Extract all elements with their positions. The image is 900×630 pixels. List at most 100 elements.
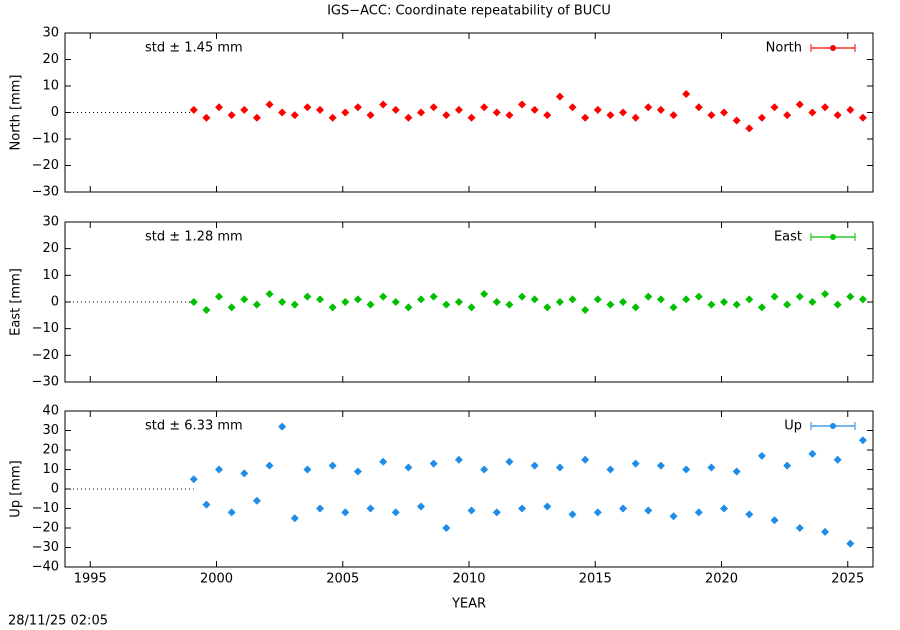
data-point	[227, 508, 236, 517]
data-point	[795, 524, 804, 532]
data-point	[366, 300, 375, 309]
legend-marker	[830, 234, 836, 240]
data-point	[278, 422, 287, 431]
data-point	[757, 303, 766, 312]
data-point	[480, 103, 489, 112]
data-point	[821, 103, 830, 112]
data-point	[429, 459, 438, 468]
data-point	[391, 298, 400, 306]
data-point	[227, 303, 236, 312]
data-point	[492, 508, 501, 517]
data-point	[555, 463, 564, 472]
data-point	[505, 111, 514, 120]
data-point	[467, 113, 476, 122]
data-point	[240, 295, 249, 304]
data-point	[757, 113, 766, 122]
x-tick-label: 2020	[705, 572, 738, 587]
x-tick-label: 2010	[452, 572, 485, 587]
data-point	[341, 508, 350, 517]
data-point	[606, 111, 615, 120]
data-point	[543, 111, 552, 120]
data-point	[694, 292, 703, 301]
data-point	[379, 100, 388, 109]
data-point	[783, 300, 792, 309]
data-point	[303, 292, 312, 301]
data-point	[454, 298, 463, 306]
data-point	[353, 103, 362, 112]
y-tick-label: −10	[32, 132, 59, 147]
data-point	[669, 303, 678, 312]
legend-marker	[830, 45, 836, 51]
data-point	[770, 103, 779, 112]
data-point	[833, 455, 842, 464]
y-tick-label: 10	[42, 79, 59, 94]
data-point	[694, 103, 703, 112]
y-tick-label: 30	[42, 26, 59, 41]
data-point	[328, 461, 337, 470]
data-point	[278, 298, 287, 306]
data-point	[505, 300, 514, 309]
data-point	[467, 303, 476, 312]
x-tick-label: 2025	[831, 572, 864, 587]
data-point	[379, 457, 388, 466]
data-point	[530, 105, 539, 114]
data-point	[555, 92, 564, 101]
data-point	[808, 108, 817, 117]
data-point	[290, 514, 299, 523]
data-point	[619, 108, 628, 117]
data-point	[770, 292, 779, 301]
std-annotation: std ± 6.33 mm	[145, 419, 243, 434]
data-point	[631, 113, 640, 122]
data-point	[341, 298, 350, 306]
data-point	[732, 116, 741, 125]
data-point	[707, 463, 716, 472]
data-point	[290, 111, 299, 120]
plot-frame	[64, 221, 874, 383]
data-point	[303, 103, 312, 112]
data-point	[240, 105, 249, 114]
data-point	[606, 465, 615, 474]
x-axis-label: YEAR	[451, 597, 486, 612]
x-tick-label: 2005	[326, 572, 359, 587]
data-point	[454, 105, 463, 114]
data-point	[821, 290, 830, 298]
data-point	[303, 465, 312, 474]
data-point	[316, 504, 325, 513]
data-point	[341, 108, 350, 117]
data-point	[682, 295, 691, 304]
data-point	[732, 300, 741, 309]
data-point	[757, 451, 766, 460]
y-tick-label: −40	[32, 560, 59, 575]
data-point	[417, 502, 426, 511]
data-point	[417, 295, 426, 304]
data-point	[328, 303, 337, 312]
data-point	[783, 111, 792, 120]
data-point	[656, 461, 665, 470]
y-tick-label: 0	[51, 105, 59, 120]
data-point	[442, 524, 451, 532]
data-point	[215, 103, 224, 112]
data-point	[189, 475, 198, 484]
data-point	[215, 292, 224, 301]
data-point	[593, 508, 602, 517]
data-point	[846, 539, 855, 548]
data-point	[404, 113, 413, 122]
data-point	[846, 105, 855, 114]
y-tick-label: 10	[42, 462, 59, 477]
data-point	[619, 298, 628, 306]
data-point	[391, 105, 400, 114]
legend-label: Up	[784, 419, 802, 434]
y-tick-label: −20	[32, 521, 59, 536]
y-tick-label: 30	[42, 215, 59, 230]
data-point	[328, 113, 337, 122]
data-point	[252, 496, 261, 505]
data-point	[808, 298, 817, 306]
data-point	[568, 510, 577, 519]
data-point	[404, 303, 413, 312]
data-point	[530, 295, 539, 304]
data-point	[379, 292, 388, 301]
data-point	[404, 463, 413, 472]
data-point	[631, 459, 640, 468]
data-point	[707, 111, 716, 120]
